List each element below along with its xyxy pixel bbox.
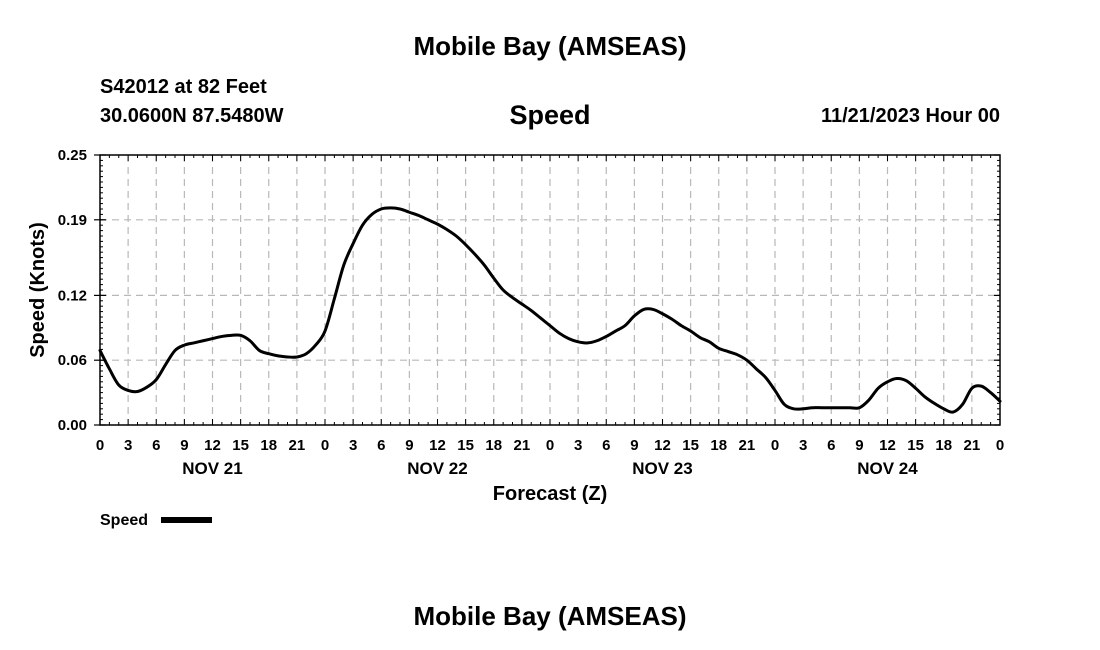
x-tick-label: 9 [180,437,188,454]
x-tick-label: 3 [349,437,357,454]
x-tick-label: 18 [260,437,277,454]
coordinates-label: 30.0600N 87.5480W [100,105,284,127]
x-tick-label: 3 [124,437,132,454]
x-tick-label: 15 [907,437,924,454]
chart-legend: Speed [100,512,212,529]
x-tick-label: 0 [996,437,1004,454]
station-label: S42012 at 82 Feet [100,76,267,98]
chart-title: Speed [509,100,591,130]
x-tick-label: 6 [602,437,610,454]
x-tick-label: 12 [654,437,671,454]
axis-ticks [94,154,1001,426]
y-tick-label: 0.12 [58,287,87,304]
x-tick-label: 12 [429,437,446,454]
y-tick-label: 0.19 [58,212,87,229]
x-tick-label: 0 [96,437,104,454]
legend-swatch [161,517,212,523]
x-tick-label: 6 [377,437,385,454]
page-title: Mobile Bay (AMSEAS) [413,31,687,61]
legend-label: Speed [100,512,148,529]
x-tick-label: 3 [799,437,807,454]
x-day-label: NOV 22 [407,459,467,478]
x-tick-label: 12 [879,437,896,454]
y-tick-label: 0.25 [58,147,87,164]
x-tick-label: 21 [514,437,531,454]
y-tick-label: 0.00 [58,417,87,434]
x-day-label: NOV 23 [632,459,692,478]
x-tick-label: 15 [457,437,474,454]
x-tick-label: 0 [546,437,554,454]
x-tick-label: 21 [964,437,981,454]
x-tick-label: 15 [682,437,699,454]
x-tick-label: 6 [827,437,835,454]
forecast-datetime: 11/21/2023 Hour 00 [820,105,1000,127]
x-tick-label: 0 [771,437,779,454]
x-tick-label: 18 [485,437,502,454]
x-tick-label: 9 [855,437,863,454]
x-tick-label: 0 [321,437,329,454]
y-tick-label: 0.06 [58,352,87,369]
repeated-page-title: Mobile Bay (AMSEAS) [413,601,687,631]
axis-labels: 0 3 6 9 12 15 18 21 0 3 6 9 12 15 18 21 0 3 6 9 12 15 18 21 0 3 6 9… [58,147,1004,478]
x-tick-label: 21 [289,437,306,454]
x-tick-label: 9 [405,437,413,454]
x-tick-label: 18 [935,437,952,454]
x-tick-label: 9 [630,437,638,454]
x-tick-label: 12 [204,437,221,454]
x-tick-label: 21 [739,437,756,454]
grid-lines [100,155,1000,425]
x-day-label: NOV 21 [182,459,242,478]
x-tick-label: 18 [710,437,727,454]
x-tick-label: 15 [232,437,249,454]
x-tick-label: 6 [152,437,160,454]
x-day-label: NOV 24 [857,459,918,478]
x-tick-label: 3 [574,437,582,454]
series-layer [98,206,1002,414]
y-axis-title: Speed (Knots) [27,222,49,358]
series-line-speed [98,206,1002,414]
x-axis-title: Forecast (Z) [493,483,607,505]
